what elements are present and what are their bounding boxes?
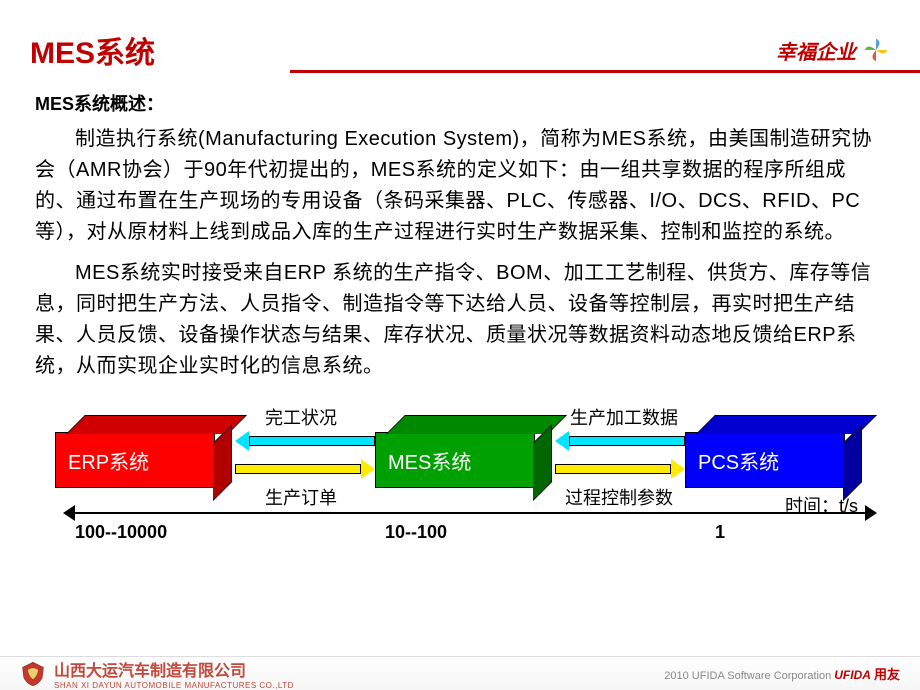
company-name-en: SHAN XI DAYUN AUTOMOBILE MANUFACTURES CO… (54, 681, 294, 690)
scale-left: 100--10000 (75, 522, 167, 543)
header: MES系统 幸福企业 (0, 0, 920, 80)
arrow-pcs-to-mes (555, 434, 685, 448)
footer-left: 山西大运汽车制造有限公司 SHAN XI DAYUN AUTOMOBILE MA… (20, 657, 294, 690)
scale-mid: 10--100 (385, 522, 447, 543)
label-top-right: 生产加工数据 (570, 404, 678, 430)
ufida-logo: UFIDA (834, 668, 871, 682)
pinwheel-icon (862, 36, 890, 64)
footer-right: 2010 UFIDA Software Corporation UFIDA 用友 (664, 664, 900, 683)
arrow-erp-to-mes (235, 462, 375, 476)
arrow-mes-to-erp (235, 434, 375, 448)
pcs-box: PCS系统 (685, 432, 845, 488)
label-bottom-right: 过程控制参数 (565, 484, 673, 510)
flow-diagram: ERP系统 MES系统 PCS系统 完工状况 生产订单 生产加工数据 过程控制参… (45, 402, 875, 562)
scale-right: 1 (715, 522, 725, 543)
erp-label: ERP系统 (68, 446, 149, 475)
brand-text: 幸福企业 (776, 36, 856, 65)
header-divider (290, 70, 920, 73)
label-top-left: 完工状况 (265, 404, 337, 430)
mes-label: MES系统 (388, 446, 471, 475)
label-bottom-left: 生产订单 (265, 484, 337, 510)
scale-unit: 时间：t/s (785, 492, 858, 518)
yongyou-text: 用友 (874, 667, 900, 682)
page-title: MES系统 (30, 28, 155, 72)
title-en: MES (30, 37, 95, 70)
subtitle: MES系统概述： (35, 90, 885, 116)
copyright: 2010 UFIDA Software Corporation (664, 670, 831, 682)
paragraph-2: MES系统实时接受来自ERP 系统的生产指令、BOM、加工工艺制程、供货方、库存… (35, 258, 885, 382)
shield-icon (20, 661, 46, 687)
content: MES系统概述： 制造执行系统(Manufacturing Execution … (0, 80, 920, 562)
paragraph-1: 制造执行系统(Manufacturing Execution System)，简… (35, 124, 885, 248)
arrow-mes-to-pcs (555, 462, 685, 476)
erp-box: ERP系统 (55, 432, 215, 488)
title-cn: 系统 (95, 37, 155, 70)
mes-box: MES系统 (375, 432, 535, 488)
footer: 山西大运汽车制造有限公司 SHAN XI DAYUN AUTOMOBILE MA… (0, 656, 920, 690)
pcs-label: PCS系统 (698, 446, 779, 475)
company-name-cn: 山西大运汽车制造有限公司 (54, 657, 294, 681)
brand: 幸福企业 (776, 36, 890, 65)
timeline-axis (75, 512, 865, 514)
